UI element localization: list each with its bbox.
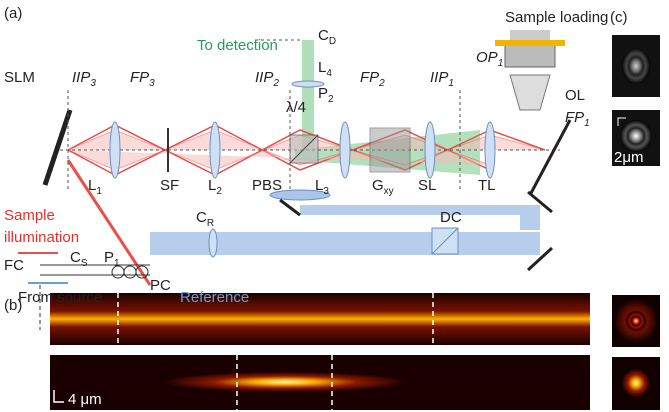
label: 2μm — [614, 149, 643, 166]
label-subscript: 3 — [323, 186, 329, 197]
label-text: 2μm — [614, 149, 643, 166]
label-text: TL — [478, 177, 496, 194]
label-text: IIP — [72, 69, 90, 86]
label-text: (c) — [610, 9, 628, 26]
label: λ/4 — [286, 99, 306, 116]
label: 4 μm — [68, 391, 102, 408]
label: PC — [150, 277, 171, 294]
label: CD — [318, 27, 336, 47]
label-subscript: R — [207, 218, 214, 229]
label-subscript: 1 — [448, 78, 454, 89]
label-text: PBS — [252, 177, 282, 194]
label-text: SF — [160, 177, 179, 194]
label: IIP3 — [72, 69, 96, 89]
label: SF — [160, 177, 179, 194]
label-text: C — [318, 27, 329, 44]
label-text: DC — [440, 209, 462, 226]
label-text: L — [315, 177, 323, 194]
label-text: IIP — [255, 69, 273, 86]
label-text: PC — [150, 277, 171, 294]
label: (a) — [4, 5, 22, 22]
label-subscript: 2 — [378, 78, 385, 89]
label: FP3 — [130, 69, 155, 89]
label: Reference — [180, 289, 249, 306]
label-text: C — [70, 249, 81, 266]
label-text: FP — [565, 109, 584, 126]
label: SL — [418, 177, 436, 194]
label: FP1 — [565, 109, 590, 129]
label-text: Sample loading — [505, 9, 608, 26]
label-text: L — [318, 59, 326, 76]
label: IIP2 — [255, 69, 279, 89]
label-subscript: 1 — [96, 186, 102, 197]
panel-b — [50, 293, 590, 410]
label-text: FP — [130, 69, 149, 86]
label: FP2 — [360, 69, 385, 89]
label: CR — [196, 209, 214, 229]
label: OP1 — [476, 49, 503, 69]
label: From source — [18, 289, 102, 306]
label-text: From source — [18, 289, 102, 306]
label-subscript: 4 — [326, 68, 332, 79]
label-subscript: 2 — [328, 94, 334, 105]
label: Gxy — [372, 177, 394, 197]
label: IIP1 — [430, 69, 454, 89]
label: SLM — [4, 69, 35, 86]
label-text: C — [196, 209, 207, 226]
label-subscript: 3 — [149, 78, 155, 89]
panel-c — [612, 35, 660, 410]
label-subscript: 1 — [114, 258, 120, 269]
label-subscript: xy — [384, 186, 394, 197]
label-text: OP — [476, 49, 498, 66]
label: CS — [70, 249, 88, 269]
label-subscript: 2 — [216, 186, 222, 197]
label: (b) — [4, 297, 22, 314]
label-text: illumination — [4, 229, 79, 246]
label: (c) — [610, 9, 628, 26]
label: TL — [478, 177, 496, 194]
label: FC — [4, 257, 24, 274]
label-text: P — [318, 85, 328, 102]
label-text: L — [208, 177, 216, 194]
label-subscript: 1 — [584, 118, 590, 129]
label: L2 — [208, 177, 222, 197]
label-text: SLM — [4, 69, 35, 86]
label-subscript: D — [329, 36, 336, 47]
label-text: G — [372, 177, 384, 194]
label-text: P — [104, 249, 114, 266]
label: To detection — [197, 37, 278, 54]
label: illumination — [4, 229, 79, 246]
label: PBS — [252, 177, 282, 194]
label-text: IIP — [430, 69, 448, 86]
figure: (a)Sample loading(c)To detectionCDL4P2λ/… — [0, 0, 669, 412]
label: Sample — [4, 207, 55, 224]
label: Sample loading — [505, 9, 608, 26]
label-text: (b) — [4, 297, 22, 314]
label-subscript: 3 — [90, 78, 96, 89]
label-text: Reference — [180, 289, 249, 306]
label: P2 — [318, 85, 334, 105]
label-subscript: S — [81, 258, 88, 269]
label-text: 4 μm — [68, 391, 102, 408]
label-text: L — [88, 177, 96, 194]
label-text: FP — [360, 69, 379, 86]
label-text: To detection — [197, 37, 278, 54]
label: OL — [565, 87, 585, 104]
label-text: λ/4 — [286, 99, 306, 116]
label-text: FC — [4, 257, 24, 274]
label: DC — [440, 209, 462, 226]
label-subscript: 2 — [272, 78, 279, 89]
label-text: (a) — [4, 5, 22, 22]
label: L4 — [318, 59, 332, 79]
label-subscript: 1 — [498, 58, 504, 69]
label-text: OL — [565, 87, 585, 104]
label-text: SL — [418, 177, 436, 194]
label-text: Sample — [4, 207, 55, 224]
label: P1 — [104, 249, 120, 269]
